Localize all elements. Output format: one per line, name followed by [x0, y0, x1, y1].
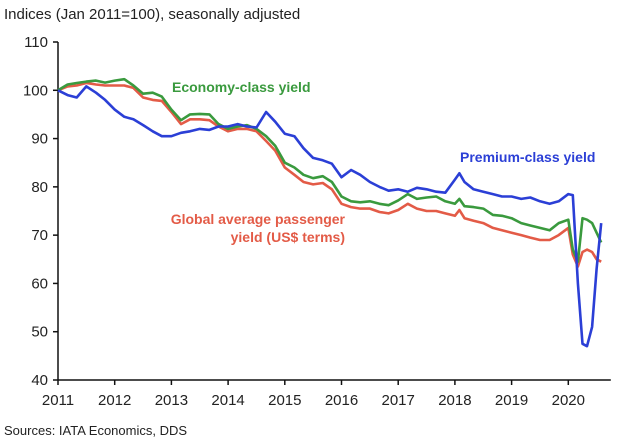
y-tick-label: 80	[31, 179, 48, 196]
y-tick-label: 90	[31, 131, 48, 148]
y-tick-label: 50	[31, 324, 48, 341]
axes: 40 50 60 70 80 90 100 110 2011 2012 2013 2014 2015 20…	[23, 34, 611, 409]
label-global-line1: Global average passenger	[171, 211, 346, 227]
series-line-premium-class-yield	[57, 85, 603, 348]
series-line-economy-class-yield	[57, 77, 603, 264]
y-tick-label: 40	[31, 372, 48, 389]
series-labels: Economy-class yield Premium-class yield …	[171, 79, 596, 245]
label-premium: Premium-class yield	[460, 149, 595, 165]
x-tick-label: 2012	[98, 392, 131, 409]
y-tick-label: 110	[24, 34, 48, 51]
series-lines	[57, 77, 603, 348]
y-tick-label: 100	[23, 82, 48, 99]
y-tick-label: 70	[31, 227, 48, 244]
label-economy: Economy-class yield	[172, 79, 311, 95]
label-global-line2: yield (US$ terms)	[231, 229, 345, 245]
x-tick-label: 2013	[155, 392, 188, 409]
y-tick-label: 60	[31, 275, 48, 292]
x-tick-label: 2018	[438, 392, 471, 409]
x-tick-label: 2017	[382, 392, 415, 409]
chart-title: Indices (Jan 2011=100), seasonally adjus…	[4, 6, 301, 23]
x-tick-label: 2011	[42, 392, 74, 409]
x-tick-label: 2016	[325, 392, 358, 409]
source-note: Sources: IATA Economics, DDS	[4, 423, 188, 438]
x-tick-label: 2015	[268, 392, 301, 409]
series-line-global-average-passenger-yield-us-terms-	[57, 81, 602, 268]
x-tick-label: 2020	[552, 392, 585, 409]
x-tick-label: 2019	[495, 392, 528, 409]
x-tick-label: 2014	[211, 392, 244, 409]
